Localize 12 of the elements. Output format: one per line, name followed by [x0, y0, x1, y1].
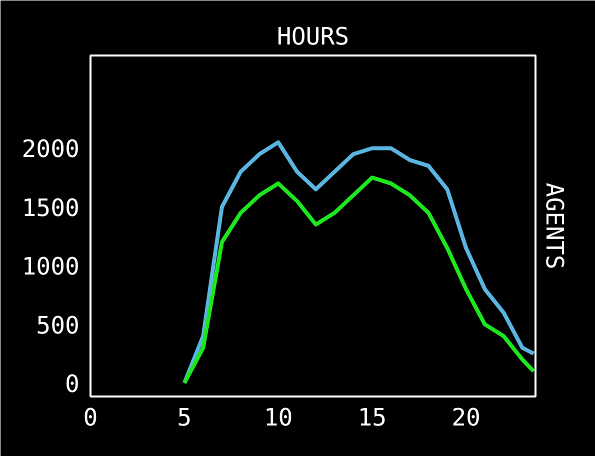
y-axis-title: AGENTS [540, 182, 568, 270]
x-tick-label: 10 [264, 404, 293, 432]
y-tick-label: 0 [65, 370, 80, 398]
y-tick-label: 1000 [22, 252, 80, 281]
x-tick-label: 5 [177, 404, 192, 432]
x-tick-label: 0 [83, 404, 98, 432]
y-tick-label: 2000 [22, 135, 80, 164]
chart-title: HOURS [276, 22, 350, 50]
y-tick-label: 1500 [22, 194, 80, 222]
y-tick-label: 500 [36, 311, 80, 340]
x-tick-label: 20 [452, 404, 480, 432]
x-tick-label: 15 [358, 404, 387, 432]
